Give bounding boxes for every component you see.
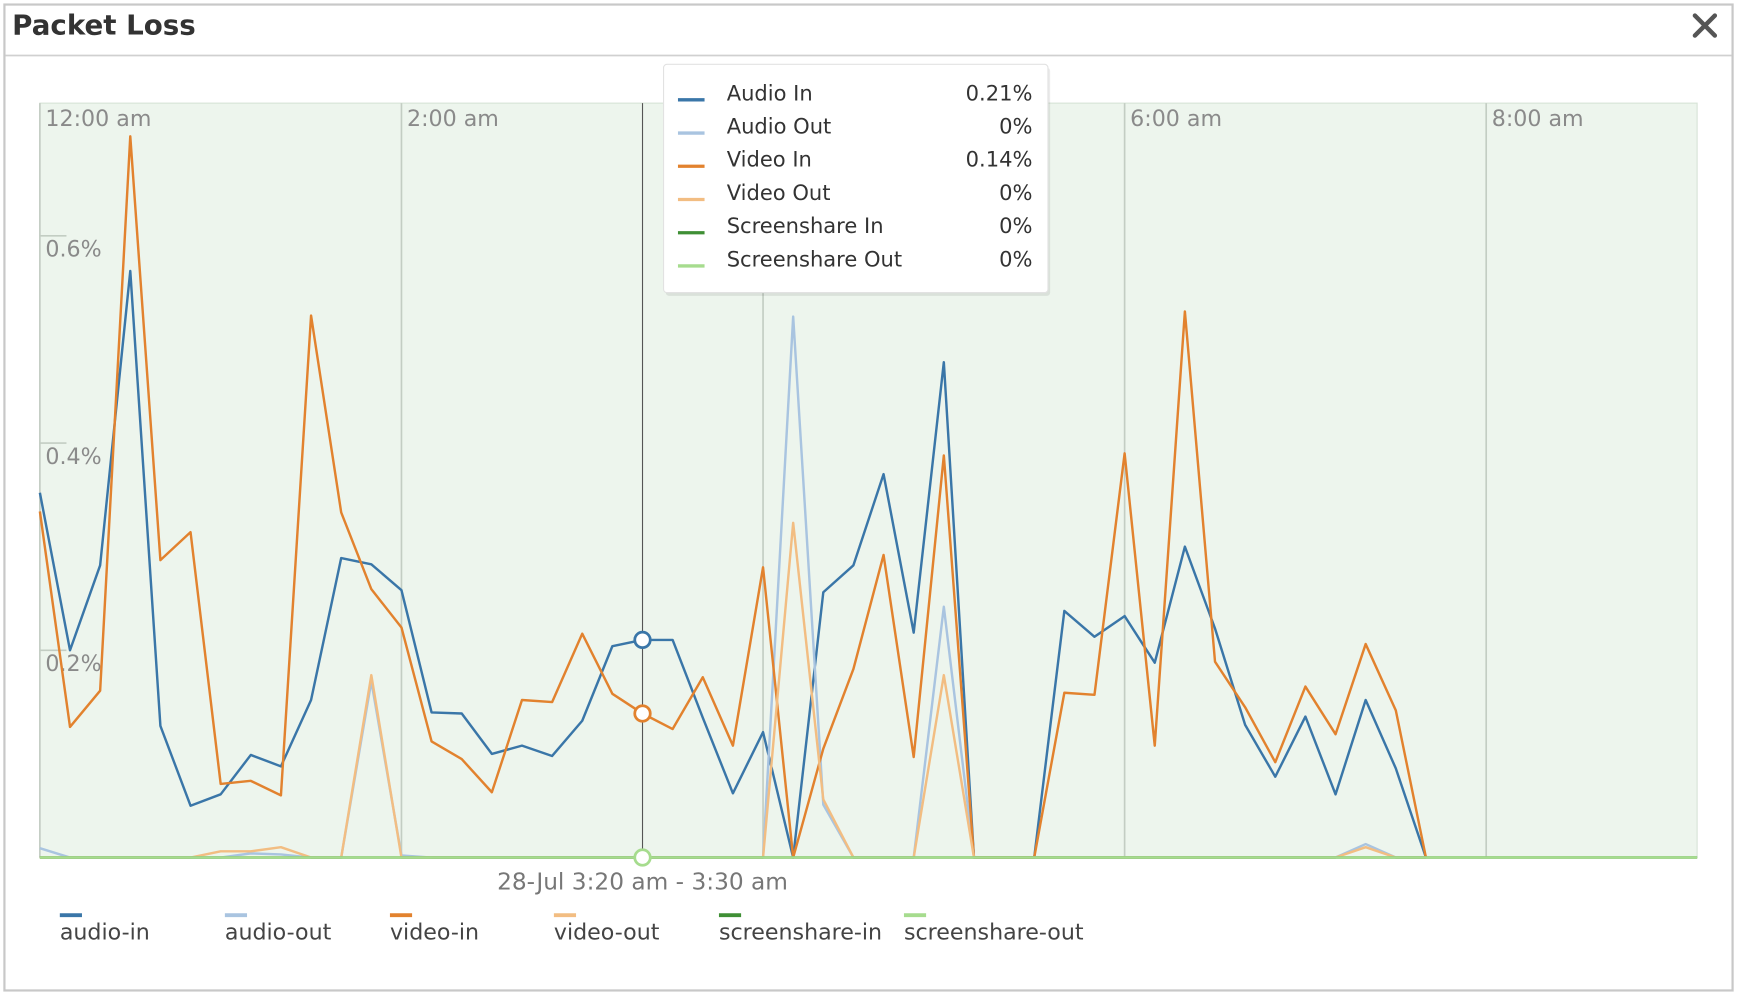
tooltip-name: Audio In — [727, 80, 813, 105]
panel-title: Packet Loss — [12, 9, 196, 42]
x-tick-label: 6:00 am — [1130, 106, 1222, 132]
legend-label: audio-out — [225, 919, 332, 945]
legend-label: audio-in — [60, 919, 150, 945]
tooltip-name: Audio Out — [727, 114, 832, 139]
tooltip-box — [663, 63, 1049, 294]
hover-point — [633, 848, 652, 867]
y-tick-label: 0.6% — [45, 237, 101, 263]
series-line — [38, 135, 1428, 859]
x-tick-label: 12:00 am — [45, 106, 151, 132]
tooltip-value: 0% — [999, 180, 1032, 205]
y-tick-label: 0.4% — [45, 444, 101, 470]
tooltip-name: Video In — [727, 147, 812, 172]
tooltip-value: 0.21% — [966, 80, 1033, 105]
legend-label: screenshare-in — [719, 919, 882, 945]
x-tick-label: 2:00 am — [407, 106, 499, 132]
hover-point — [633, 630, 652, 650]
x-tick-label: 8:00 am — [1492, 106, 1584, 132]
tooltip: Audio In 0.21% Audio Out 0% Video In 0.14% Vid… — [663, 63, 1051, 296]
series-line — [38, 269, 1428, 859]
tooltip-name: Screenshare Out — [727, 246, 902, 271]
crosshair-label: 28-Jul 3:20 am - 3:30 am — [497, 869, 788, 896]
tooltip-value: 0% — [999, 213, 1032, 238]
tooltip-value: 0.14% — [966, 147, 1033, 172]
hover-point — [633, 704, 652, 723]
legend-label: screenshare-out — [904, 919, 1084, 945]
tooltip-value: 0% — [999, 246, 1032, 271]
close-button[interactable] — [1692, 13, 1718, 38]
legend-label: video-out — [554, 919, 660, 945]
tooltip-name: Video Out — [727, 180, 831, 205]
y-tick-label: 0.2% — [45, 651, 101, 677]
tooltip-name: Screenshare In — [727, 213, 884, 238]
tooltip-value: 0% — [999, 114, 1032, 139]
legend-label: video-in — [390, 919, 479, 945]
